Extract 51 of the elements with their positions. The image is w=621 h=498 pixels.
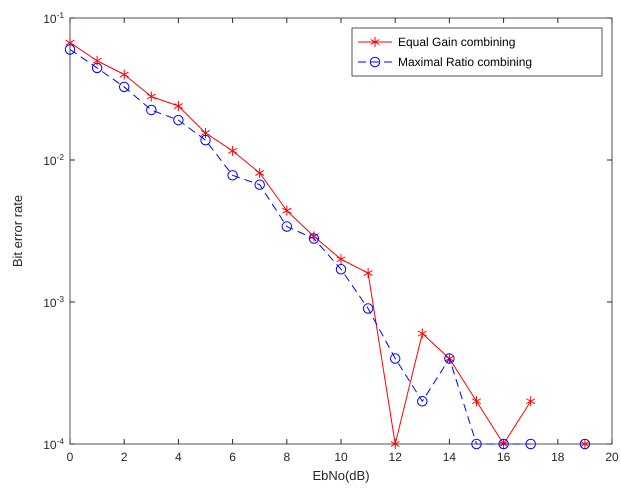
x-tick-label: 4 <box>175 450 182 464</box>
point <box>308 233 320 244</box>
legend-label: Maximal Ratio combining <box>398 55 532 69</box>
x-tick-label: 10 <box>334 450 348 464</box>
point <box>282 205 292 216</box>
point <box>118 82 130 92</box>
point <box>228 145 238 156</box>
x-tick-label: 12 <box>388 450 402 464</box>
point <box>417 396 428 406</box>
point <box>526 396 536 407</box>
point <box>146 91 156 102</box>
point <box>64 44 76 55</box>
point <box>471 438 482 450</box>
point <box>200 127 210 138</box>
point <box>227 170 238 181</box>
point <box>472 396 482 407</box>
point <box>417 328 428 339</box>
y-axis-title: Bit error rate <box>10 194 25 268</box>
point <box>336 254 346 265</box>
point <box>254 167 265 178</box>
point <box>390 438 400 450</box>
x-tick-label: 6 <box>229 450 236 464</box>
point <box>119 69 130 80</box>
legend-label: Equal Gain combining <box>398 35 516 49</box>
point <box>362 303 374 314</box>
point <box>92 55 102 66</box>
x-tick-label: 16 <box>496 450 511 464</box>
x-tick-label: 14 <box>442 450 456 464</box>
x-tick-label: 0 <box>66 450 74 464</box>
y-tick-label: 10$^{-3}$ <box>43 294 64 310</box>
y-tick-label: 10$^{-4}$ <box>43 436 64 452</box>
x-axis-title: EbNo(dB) <box>312 468 370 483</box>
x-tick-label: 2 <box>120 450 128 464</box>
y-tick-label: 10$^{-1}$ <box>43 10 64 26</box>
point <box>173 114 184 126</box>
point <box>65 37 75 48</box>
point <box>282 221 292 232</box>
x-tick-label: 18 <box>551 450 565 464</box>
point <box>525 438 536 450</box>
x-tick-label: 20 <box>605 450 619 464</box>
point <box>200 134 211 146</box>
point <box>309 230 319 242</box>
point <box>254 179 265 190</box>
point <box>336 264 346 274</box>
x-tick-label: 8 <box>283 450 290 464</box>
point <box>174 100 184 112</box>
point <box>390 353 400 364</box>
point <box>363 268 373 279</box>
point <box>92 62 102 74</box>
y-tick-label: 10$^{-2}$ <box>43 152 64 168</box>
point <box>146 104 157 116</box>
